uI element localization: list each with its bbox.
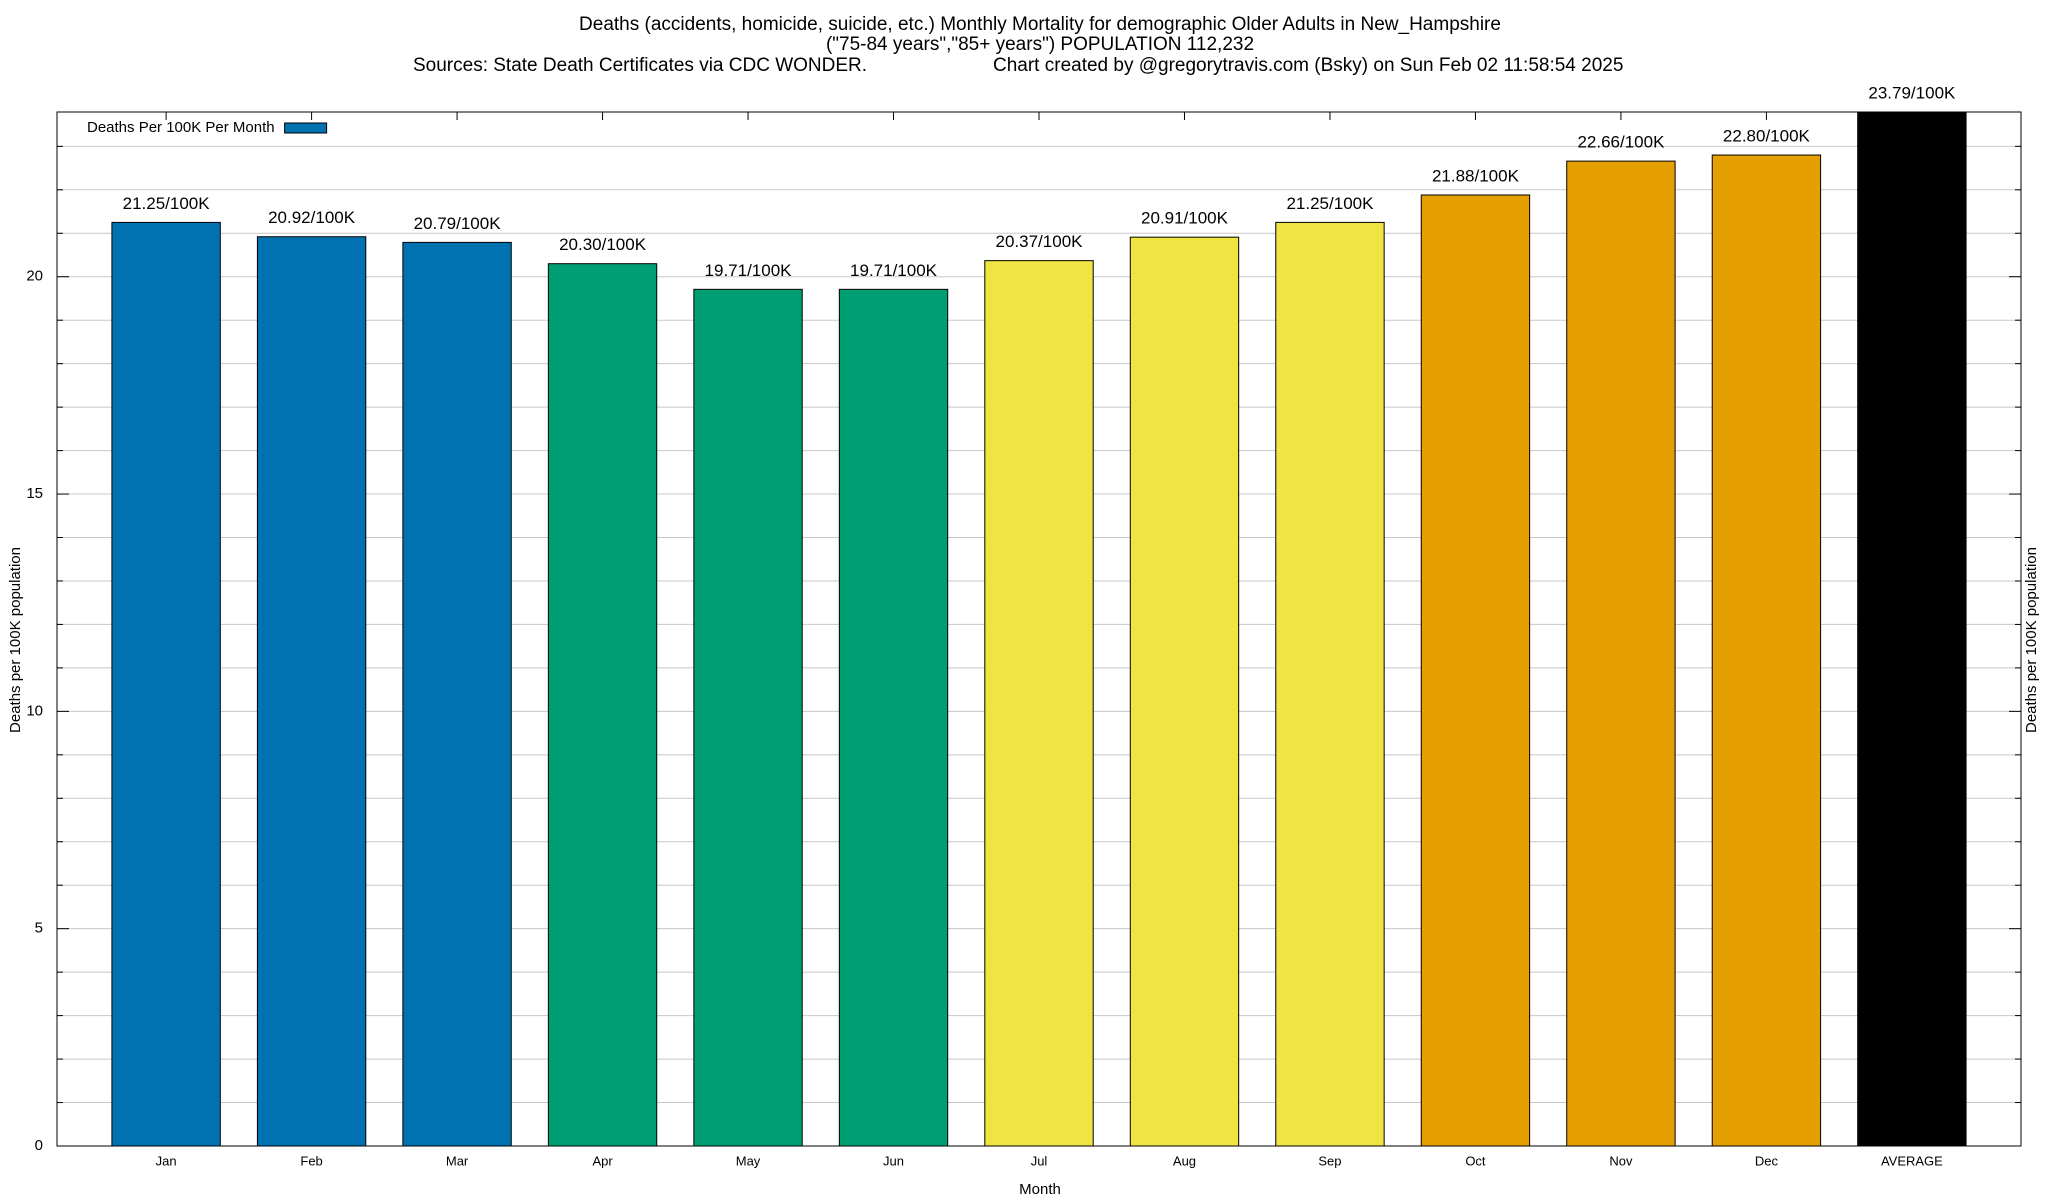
x-tick-label: Dec bbox=[1755, 1153, 1779, 1168]
value-label: 19.71/100K bbox=[850, 261, 938, 280]
chart-title: Deaths (accidents, homicide, suicide, et… bbox=[579, 14, 1501, 35]
x-tick-label: Aug bbox=[1173, 1153, 1196, 1168]
value-label: 22.80/100K bbox=[1723, 127, 1811, 146]
value-label: 21.25/100K bbox=[123, 194, 211, 213]
bar bbox=[693, 288, 803, 1147]
x-tick-label: Sep bbox=[1318, 1153, 1341, 1168]
bar bbox=[402, 241, 512, 1147]
x-tick-label: Jan bbox=[156, 1153, 177, 1168]
value-label: 20.37/100K bbox=[996, 232, 1084, 251]
bar bbox=[1857, 111, 1967, 1147]
value-label: 20.30/100K bbox=[559, 235, 647, 254]
value-label: 20.92/100K bbox=[268, 208, 356, 227]
x-tick-label: Mar bbox=[446, 1153, 469, 1168]
value-label: 23.79/100K bbox=[1868, 83, 1956, 102]
x-tick-label: Jul bbox=[1031, 1153, 1048, 1168]
x-tick-label: May bbox=[736, 1153, 761, 1168]
y-tick-label: 20 bbox=[26, 268, 43, 285]
y-tick-label: 5 bbox=[35, 920, 43, 937]
y-tick-label: 10 bbox=[26, 702, 43, 719]
value-label: 21.25/100K bbox=[1286, 194, 1374, 213]
bar bbox=[984, 260, 1094, 1147]
bar bbox=[1711, 154, 1822, 1147]
value-label: 21.88/100K bbox=[1432, 166, 1520, 185]
y-tick-label: 15 bbox=[26, 485, 43, 502]
x-tick-label: Nov bbox=[1609, 1153, 1633, 1168]
x-tick-label: Jun bbox=[883, 1153, 904, 1168]
source-note: Sources: State Death Certificates via CD… bbox=[413, 55, 867, 76]
bar bbox=[111, 221, 221, 1147]
bar bbox=[1566, 160, 1676, 1147]
y2-axis-title: Deaths per 100K population bbox=[2023, 547, 2040, 733]
bar bbox=[1129, 236, 1240, 1147]
credit-note: Chart created by @gregorytravis.com (Bsk… bbox=[993, 55, 1623, 76]
plot-frame bbox=[56, 111, 2022, 1147]
x-tick-label: Apr bbox=[592, 1153, 613, 1168]
y-tick-label: 0 bbox=[35, 1137, 43, 1154]
value-label: 22.66/100K bbox=[1577, 133, 1665, 152]
value-label: 19.71/100K bbox=[705, 261, 793, 280]
bar bbox=[1275, 221, 1385, 1147]
bar bbox=[1420, 194, 1531, 1147]
bar bbox=[256, 236, 367, 1147]
y-axis-title: Deaths per 100K population bbox=[7, 547, 24, 733]
chart-subtitle: ("75-84 years","85+ years") POPULATION 1… bbox=[826, 34, 1254, 55]
value-label: 20.91/100K bbox=[1141, 209, 1229, 228]
legend-label: Deaths Per 100K Per Month bbox=[87, 119, 275, 136]
bar bbox=[838, 288, 949, 1147]
x-axis-title: Month bbox=[1019, 1181, 1061, 1198]
x-tick-label: Oct bbox=[1465, 1153, 1486, 1168]
legend-swatch bbox=[284, 122, 328, 134]
bar bbox=[547, 263, 658, 1147]
x-tick-label: AVERAGE bbox=[1881, 1153, 1943, 1168]
value-label: 20.79/100K bbox=[414, 214, 502, 233]
x-tick-label: Feb bbox=[300, 1153, 322, 1168]
